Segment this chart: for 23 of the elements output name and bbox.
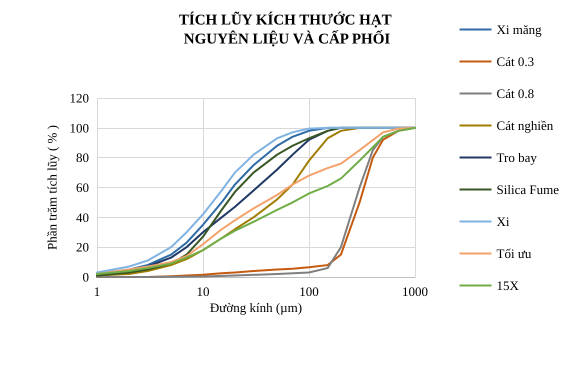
legend-label: Tối ưu (496, 246, 532, 261)
legend-label: Xi măng (496, 22, 542, 37)
legend-label: Tro bay (496, 150, 538, 165)
legend-label: Silica Fume (496, 182, 560, 197)
y-tick-label: 60 (76, 180, 89, 195)
y-tick-label: 100 (70, 120, 89, 136)
x-tick-label: 100 (299, 284, 319, 299)
y-tick-label: 120 (70, 90, 89, 106)
y-tick-label: 80 (76, 150, 89, 166)
y-tick-label: 20 (76, 240, 89, 255)
legend-label: Cát 0.3 (496, 54, 534, 69)
y-tick-label: 40 (76, 210, 89, 225)
x-tick-label: 1 (94, 284, 100, 299)
chart-title: TÍCH LŨY KÍCH THƯỚC HẠT NGUYÊN LIỆU VÀ CẤP PHỐI (178, 12, 396, 48)
y-axis-title: Phần trăm tích lũy ( % ) (44, 125, 60, 250)
legend-label: 15X (496, 278, 520, 293)
x-tick-label: 1000 (402, 284, 428, 299)
legend-label: Xi (496, 214, 510, 229)
x-axis-title: Đường kính (µm) (210, 300, 302, 315)
x-tick-label: 10 (196, 284, 210, 299)
y-tick-label: 0 (82, 270, 89, 284)
legend-label: Cát 0.8 (496, 86, 534, 101)
legend-label: Cát nghiền (496, 118, 554, 133)
